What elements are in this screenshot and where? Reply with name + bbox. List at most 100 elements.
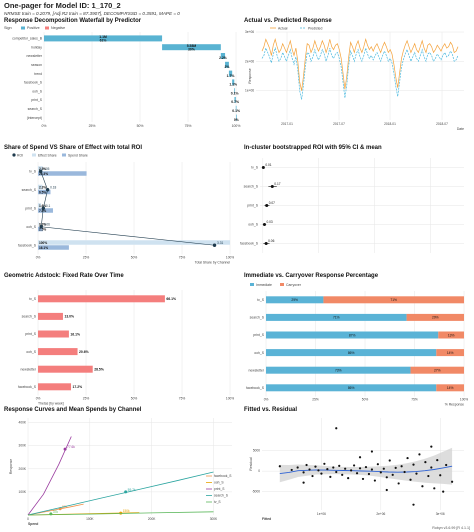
waterfall-xtick: 0% <box>42 124 47 128</box>
roi-label: 0.06 <box>44 222 50 226</box>
immcarry-carryover-label: 14% <box>447 351 454 355</box>
bootstrap-mean-point <box>264 242 268 245</box>
immcarry-immediate-bar <box>266 296 324 304</box>
share-category-label: tv_S <box>29 169 37 173</box>
residual-point <box>388 459 391 462</box>
residual-point <box>341 473 344 476</box>
adstock-category-label: print_S <box>25 332 36 336</box>
waterfall-bar <box>234 97 236 103</box>
residual-xtick: 3e+06 <box>436 512 445 516</box>
share-effect-label: 100% <box>39 241 47 245</box>
share-xtick: 75% <box>179 256 186 260</box>
roi-label: 0.18 <box>50 185 56 189</box>
immcarry-legend-carryover-swatch <box>280 283 284 286</box>
immcarry-xtick: 75% <box>411 398 418 402</box>
curves-ylabel: Response <box>9 459 13 474</box>
residual-point <box>373 479 376 482</box>
adstock-xtick: 75% <box>179 397 186 401</box>
curves-ytick: 200K <box>19 467 27 471</box>
share-legend-label: ROI <box>17 153 23 157</box>
waterfall-value-label: 5.58M <box>187 44 197 48</box>
curve-facebook_S <box>27 503 84 516</box>
curves-xtick: 300K <box>210 517 218 521</box>
adstock-value-label: 16.1% <box>70 332 80 336</box>
immcarry-carryover-label: 29% <box>432 316 439 320</box>
share-xtick: 25% <box>83 256 90 260</box>
residual-point <box>409 478 412 481</box>
avp-xlabel: Date <box>457 127 464 131</box>
residual-ytick: 0 <box>258 469 260 473</box>
immcarry-carryover-bar <box>410 366 464 374</box>
roi-point <box>39 225 43 229</box>
immcarry-carryover-bar <box>323 296 464 304</box>
adstock-bar <box>38 295 165 303</box>
residual-point <box>344 467 347 470</box>
adstock-bar <box>38 348 78 356</box>
avp-ytick: 1e+06 <box>245 89 254 93</box>
curves-ytick: 100K <box>19 490 27 494</box>
immcarry-carryover-label: 27% <box>434 369 441 373</box>
waterfall-title: Response Decomposition Waterfall by Pred… <box>4 18 142 24</box>
page-subtitle: NRMSE train = 0.2079, [Adj.R2 train = 87… <box>4 11 180 16</box>
residual-point <box>367 472 371 476</box>
adstock-xlabel: Thetas [by week] <box>38 402 64 406</box>
avp-series-line-actual <box>261 38 459 91</box>
waterfall-xtick: 50% <box>137 124 144 128</box>
immcarry-carryover-bar <box>436 349 464 357</box>
curves-legend-label: ooh_S <box>214 481 224 485</box>
residual-point <box>397 482 400 485</box>
adstock-value-label: 13.0% <box>64 315 74 319</box>
residual-point <box>329 475 332 478</box>
avp-legend-label: Predicted <box>308 26 322 30</box>
residual-point <box>415 472 418 475</box>
waterfall-pct-label: 1.7% <box>227 74 235 78</box>
curves-ytick: 400K <box>19 421 27 425</box>
residual-point <box>302 471 305 474</box>
avp-xtick: 2017-01 <box>281 122 293 126</box>
residual-point <box>424 461 427 464</box>
residual-point <box>430 445 433 448</box>
curves-xtick: 200K <box>148 517 156 521</box>
adstock-value-label: 20.6% <box>79 350 89 354</box>
residual-point <box>308 468 311 471</box>
share-spend-label: 6.5% <box>39 190 46 194</box>
waterfall-bar <box>220 53 226 59</box>
roi-line <box>40 171 215 246</box>
immcarry-legend-immediate-swatch <box>250 283 254 286</box>
waterfall-bar <box>235 105 237 112</box>
curve-mean-label: 37k <box>53 510 59 514</box>
waterfall-bar <box>236 114 237 121</box>
residual-smooth-line <box>279 465 453 475</box>
share-legend-label: Spend Share <box>68 153 88 157</box>
residual-point <box>412 503 415 506</box>
residual-point <box>358 467 362 470</box>
residual-point <box>430 466 433 469</box>
immcarry-immediate-bar <box>266 366 411 374</box>
share-spend-bar <box>38 208 53 213</box>
residual-point <box>352 464 356 467</box>
share-spend-label: 2.5% <box>39 227 46 231</box>
residual-point <box>403 470 406 474</box>
share-spend-bar <box>38 171 87 176</box>
waterfall-bar <box>162 44 221 51</box>
bootstrap-mean-point <box>270 185 274 188</box>
waterfall-category-label: competitor_sales_B <box>12 37 43 41</box>
share-legend-effect-swatch <box>32 153 36 157</box>
share-legend-label: Effect Share <box>38 153 57 157</box>
residual-point <box>412 463 415 466</box>
waterfall-pct-label: 0.7% <box>231 100 239 104</box>
curve-search_S <box>27 471 214 516</box>
curves-title: Response Curves and Mean Spends by Chann… <box>4 407 142 413</box>
residual-point <box>445 463 448 467</box>
residual-point <box>302 481 305 484</box>
adstock-xtick: 0% <box>36 397 41 401</box>
bootstrap-title: In-cluster bootstrapped ROI with 95% CI … <box>244 145 382 151</box>
bootstrap-mean-point <box>261 166 265 169</box>
curve-mean-point <box>63 447 67 451</box>
residual-point <box>355 472 359 475</box>
waterfall-legend-title: Sign <box>4 26 12 30</box>
curve-mean-point <box>124 490 128 494</box>
share-spend-bar <box>38 189 51 195</box>
